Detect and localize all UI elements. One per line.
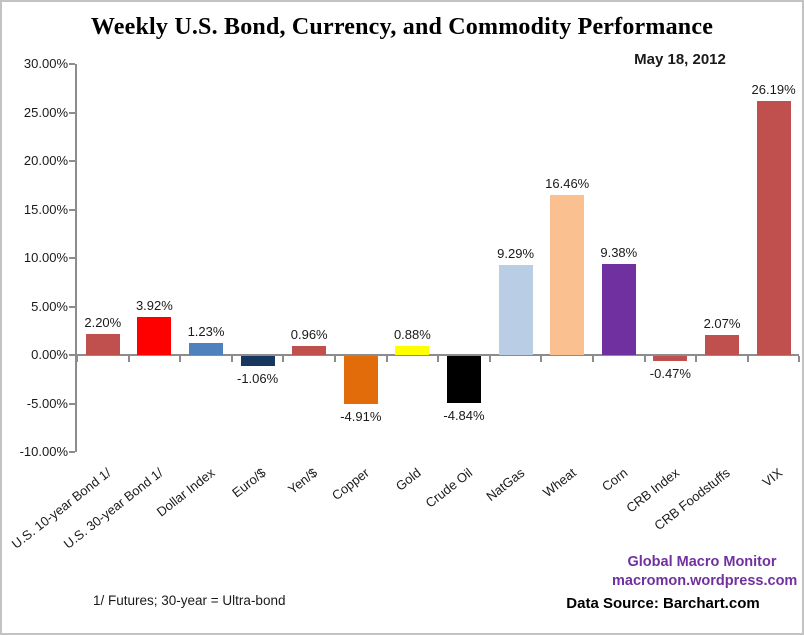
y-axis-label: -5.00% <box>26 395 68 411</box>
x-axis-tick <box>334 356 336 362</box>
bar-14 <box>756 100 791 355</box>
bar-value-label: 3.92% <box>135 297 173 313</box>
y-axis-tick <box>69 451 75 453</box>
y-axis-label: 10.00% <box>23 250 68 265</box>
category-label: Corn <box>598 465 631 495</box>
x-axis-tick <box>282 356 285 362</box>
y-axis-label: 5.00% <box>31 298 68 314</box>
category-label: Wheat <box>539 465 579 500</box>
bar-11 <box>601 264 636 355</box>
bar-5 <box>292 345 327 355</box>
category-label: U.S. 30-year Bond 1/ <box>60 465 166 552</box>
bar-6 <box>343 356 378 404</box>
y-axis-tick <box>69 354 75 356</box>
bar-12 <box>653 356 688 361</box>
bar-1 <box>85 333 120 355</box>
bar-9 <box>498 264 533 355</box>
x-axis-tick <box>385 356 388 362</box>
y-axis-tick <box>69 111 75 114</box>
y-axis-tick <box>69 63 75 65</box>
bar-8 <box>447 356 481 403</box>
category-label: Yen/$ <box>285 465 321 498</box>
x-axis-tick <box>127 356 130 362</box>
bar-value-label: 2.07% <box>703 315 741 331</box>
bar-value-label: -4.84% <box>443 407 485 423</box>
bar-value-label: 0.96% <box>290 326 328 342</box>
bar-value-label: -1.06% <box>236 371 279 387</box>
y-axis-tick <box>69 402 75 405</box>
bar-value-label: 26.19% <box>751 81 796 97</box>
bar-4 <box>240 356 275 367</box>
x-axis-tick <box>179 356 182 362</box>
y-axis-label: 20.00% <box>23 153 68 168</box>
y-axis-label: 25.00% <box>23 104 68 120</box>
category-label: Copper <box>329 465 373 504</box>
x-axis-tick <box>746 356 749 362</box>
bar-value-label: -0.47% <box>649 365 691 381</box>
y-axis-tick <box>69 208 75 211</box>
bar-value-label: 2.20% <box>84 314 122 330</box>
credit-source-name: Global Macro Monitor <box>627 554 777 570</box>
date-annotation: May 18, 2012 <box>634 51 726 68</box>
x-axis-tick <box>230 356 233 362</box>
x-axis-tick <box>592 356 594 362</box>
category-label: Crude Oil <box>422 465 476 511</box>
y-axis-label: -10.00% <box>19 444 68 459</box>
data-source-label: Data Source: Barchart.com <box>566 595 760 612</box>
credit-source-url: macromon.wordpress.com <box>612 573 798 589</box>
x-axis-tick <box>437 356 440 362</box>
x-axis-tick <box>798 356 801 362</box>
bar-value-label: 0.88% <box>393 327 431 343</box>
bar-value-label: 9.29% <box>497 245 535 261</box>
bar-value-label: -4.91% <box>340 408 382 424</box>
y-axis-label: 30.00% <box>23 56 68 71</box>
bar-13 <box>705 334 739 355</box>
bar-10 <box>550 195 585 355</box>
bar-7 <box>395 346 430 355</box>
category-label: VIX <box>759 465 785 490</box>
category-label: Gold <box>392 465 424 494</box>
chart-title: Weekly U.S. Bond, Currency, and Commodit… <box>90 14 714 40</box>
y-axis-label: 15.00% <box>23 201 68 217</box>
y-axis-tick <box>69 257 75 259</box>
y-axis-label: 0.00% <box>31 347 68 362</box>
bar-3 <box>189 343 223 355</box>
bar-2 <box>137 316 172 355</box>
footnote: 1/ Futures; 30-year = Ultra-bond <box>93 593 286 608</box>
x-axis-tick <box>488 356 491 362</box>
x-axis-tick <box>643 356 646 362</box>
bar-value-label: 16.46% <box>545 176 590 192</box>
category-label: Euro/$ <box>229 465 269 501</box>
credits-block: Global Macro Monitor macromon.wordpress.… <box>612 553 798 591</box>
bar-value-label: 9.38% <box>600 245 638 260</box>
x-axis-tick <box>76 356 78 362</box>
x-axis-tick <box>540 356 543 362</box>
x-axis-tick <box>695 356 698 362</box>
x-axis-line <box>75 354 799 356</box>
y-axis-tick <box>69 305 75 308</box>
category-label: NatGas <box>482 465 527 504</box>
y-axis-tick <box>69 160 75 162</box>
bar-value-label: 1.23% <box>187 324 225 340</box>
y-axis-line <box>75 64 77 452</box>
